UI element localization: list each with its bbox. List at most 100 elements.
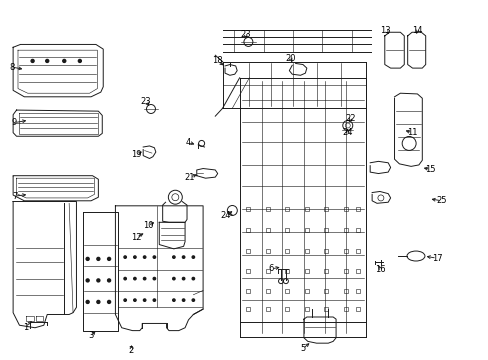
- Bar: [246, 228, 250, 232]
- Text: 15: 15: [425, 165, 435, 174]
- Circle shape: [124, 278, 126, 280]
- Bar: [324, 307, 327, 311]
- Circle shape: [124, 256, 126, 258]
- Text: 25: 25: [436, 196, 446, 205]
- Bar: [304, 249, 308, 253]
- Bar: [285, 269, 289, 274]
- Bar: [265, 289, 269, 293]
- Circle shape: [86, 257, 89, 260]
- Bar: [285, 207, 289, 211]
- Bar: [355, 289, 359, 293]
- Circle shape: [31, 59, 34, 62]
- Circle shape: [182, 299, 184, 301]
- Bar: [355, 249, 359, 253]
- Circle shape: [133, 299, 136, 301]
- Circle shape: [97, 301, 100, 303]
- Circle shape: [182, 256, 184, 258]
- Circle shape: [143, 299, 145, 301]
- Text: 23: 23: [141, 97, 151, 106]
- Bar: [343, 228, 347, 232]
- Text: 2: 2: [129, 346, 134, 355]
- Bar: [343, 289, 347, 293]
- Text: 9: 9: [12, 118, 17, 127]
- Bar: [265, 207, 269, 211]
- Bar: [285, 307, 289, 311]
- Bar: [304, 269, 308, 274]
- Bar: [265, 249, 269, 253]
- Circle shape: [107, 279, 110, 282]
- Text: 1: 1: [22, 323, 28, 332]
- Text: 24: 24: [220, 211, 231, 220]
- Circle shape: [153, 278, 155, 280]
- Circle shape: [97, 279, 100, 282]
- Circle shape: [133, 256, 136, 258]
- Circle shape: [133, 278, 136, 280]
- Bar: [324, 207, 327, 211]
- Circle shape: [143, 278, 145, 280]
- Circle shape: [86, 301, 89, 303]
- Text: 14: 14: [411, 26, 422, 35]
- Bar: [285, 249, 289, 253]
- Circle shape: [192, 256, 194, 258]
- Text: 3: 3: [88, 332, 94, 341]
- Bar: [355, 307, 359, 311]
- Bar: [246, 207, 250, 211]
- Text: 20: 20: [285, 54, 295, 63]
- Circle shape: [62, 59, 65, 62]
- Bar: [246, 307, 250, 311]
- Bar: [304, 228, 308, 232]
- Bar: [343, 307, 347, 311]
- Circle shape: [46, 59, 49, 62]
- Bar: [343, 207, 347, 211]
- Bar: [355, 207, 359, 211]
- Text: 19: 19: [131, 150, 142, 159]
- Circle shape: [182, 278, 184, 280]
- Bar: [265, 307, 269, 311]
- Text: 16: 16: [375, 265, 386, 274]
- Circle shape: [153, 299, 155, 301]
- Bar: [285, 228, 289, 232]
- Bar: [343, 249, 347, 253]
- Bar: [285, 289, 289, 293]
- Circle shape: [78, 59, 81, 62]
- Bar: [304, 207, 308, 211]
- Text: 13: 13: [380, 26, 390, 35]
- Circle shape: [124, 299, 126, 301]
- Text: 17: 17: [431, 254, 441, 263]
- Bar: [324, 269, 327, 274]
- Bar: [324, 249, 327, 253]
- Circle shape: [86, 279, 89, 282]
- Circle shape: [107, 301, 110, 303]
- Text: 10: 10: [142, 221, 153, 230]
- Text: 8: 8: [9, 63, 14, 72]
- Text: 21: 21: [184, 173, 195, 182]
- Bar: [304, 307, 308, 311]
- Text: 24: 24: [342, 128, 352, 137]
- Text: 4: 4: [185, 138, 191, 147]
- Text: 11: 11: [407, 128, 417, 137]
- Text: 18: 18: [212, 57, 223, 66]
- Circle shape: [172, 278, 175, 280]
- Bar: [355, 269, 359, 274]
- Text: 5: 5: [300, 344, 305, 353]
- Circle shape: [192, 278, 194, 280]
- Text: 12: 12: [131, 233, 142, 242]
- Circle shape: [143, 256, 145, 258]
- Bar: [265, 269, 269, 274]
- Bar: [343, 269, 347, 274]
- Bar: [246, 289, 250, 293]
- Bar: [324, 228, 327, 232]
- Circle shape: [97, 257, 100, 260]
- Circle shape: [107, 257, 110, 260]
- Bar: [355, 228, 359, 232]
- Bar: [304, 289, 308, 293]
- Circle shape: [192, 299, 194, 301]
- Text: 22: 22: [345, 114, 355, 123]
- Bar: [324, 289, 327, 293]
- Text: 23: 23: [240, 30, 250, 39]
- Text: 6: 6: [268, 265, 273, 274]
- Bar: [265, 228, 269, 232]
- Circle shape: [153, 256, 155, 258]
- Text: 7: 7: [12, 192, 17, 201]
- Circle shape: [172, 256, 175, 258]
